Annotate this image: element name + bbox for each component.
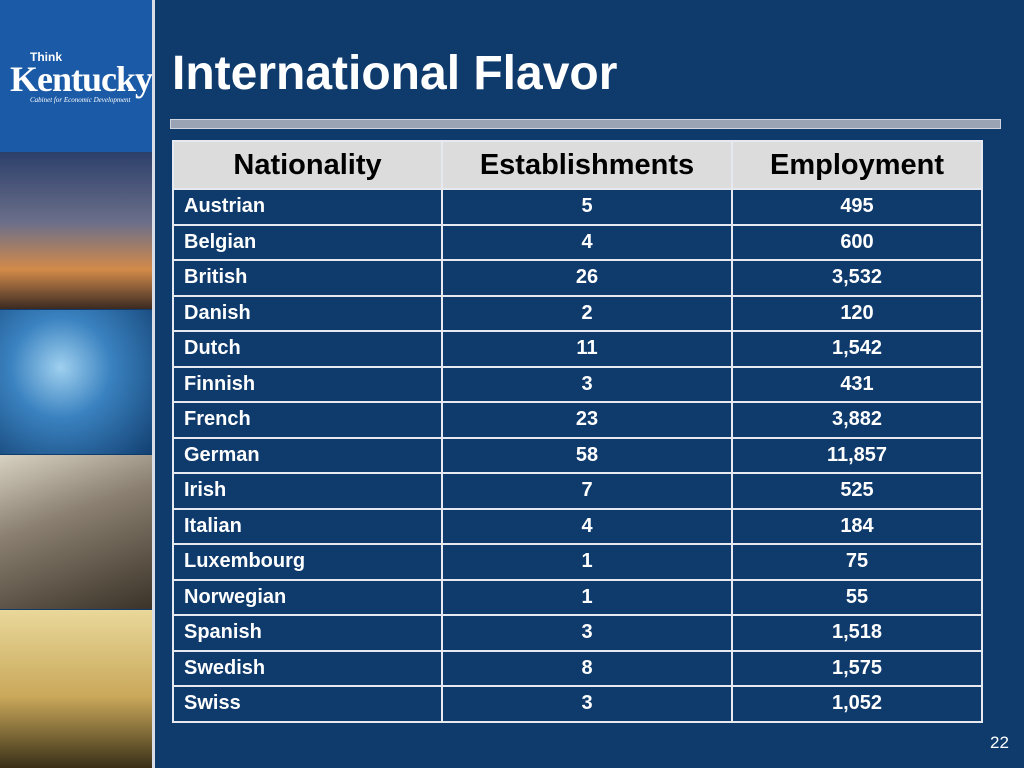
table-cell: 23: [441, 401, 733, 439]
divider: [152, 0, 155, 768]
table-cell: Danish: [172, 294, 443, 332]
table-row: Belgian 4 600: [172, 223, 983, 261]
table-cell: 11: [441, 330, 733, 368]
header-cell: Employment: [731, 140, 983, 190]
table-cell: 184: [731, 507, 983, 545]
header-cell: Establishments: [441, 140, 733, 190]
table-row: German 58 11,857: [172, 436, 983, 474]
data-table: Nationality Establishments Employment Aust…: [172, 140, 983, 723]
table-row: French 23 3,882: [172, 401, 983, 439]
table-cell: 3: [441, 365, 733, 403]
table-cell: 495: [731, 188, 983, 226]
table-cell: 3,532: [731, 259, 983, 297]
table-cell: 26: [441, 259, 733, 297]
photo-miner: [0, 455, 152, 609]
table-cell: 58: [441, 436, 733, 474]
table-cell: 1,052: [731, 685, 983, 723]
table-row: Spanish 3 1,518: [172, 614, 983, 652]
table-cell: 3: [441, 614, 733, 652]
table-cell: Luxembourg: [172, 543, 443, 581]
table-cell: 1: [441, 578, 733, 616]
table-row: Swiss 3 1,052: [172, 685, 983, 723]
table-cell: Austrian: [172, 188, 443, 226]
table-row: Swedish 8 1,575: [172, 649, 983, 687]
table-cell: 75: [731, 543, 983, 581]
photo-horse: [0, 610, 152, 768]
table-cell: 7: [441, 472, 733, 510]
page-number: 22: [990, 733, 1009, 752]
table-cell: 1: [441, 543, 733, 581]
table-cell: 120: [731, 294, 983, 332]
table-cell: Swiss: [172, 685, 443, 723]
header-cell: Nationality: [172, 140, 443, 190]
table-cell: 600: [731, 223, 983, 261]
table-cell: 55: [731, 578, 983, 616]
table-cell: 3,882: [731, 401, 983, 439]
logo-tagline: Cabinet for Economic Development: [30, 96, 131, 104]
table-cell: Irish: [172, 472, 443, 510]
table-cell: Spanish: [172, 614, 443, 652]
table-row: Danish 2 120: [172, 294, 983, 332]
table-cell: 1,542: [731, 330, 983, 368]
table-cell: 525: [731, 472, 983, 510]
table-cell: 1,575: [731, 649, 983, 687]
table-cell: 1,518: [731, 614, 983, 652]
table-body: Austrian 5 495 Belgian 4 600 British 26 3,532 Dan…: [172, 188, 983, 723]
header-row: Nationality Establishments Employment: [172, 140, 983, 190]
table-row: Finnish 3 431: [172, 365, 983, 403]
table-row: Luxembourg 1 75: [172, 543, 983, 581]
table-row: Irish 7 525: [172, 472, 983, 510]
logo: Think Kentucky Cabinet for Economic Deve…: [0, 0, 153, 152]
table-cell: 3: [441, 685, 733, 723]
table-cell: 4: [441, 223, 733, 261]
table-cell: 2: [441, 294, 733, 332]
table-cell: Swedish: [172, 649, 443, 687]
table-cell: Belgian: [172, 223, 443, 261]
table-cell: British: [172, 259, 443, 297]
title-rule: [170, 119, 1001, 129]
table-cell: Italian: [172, 507, 443, 545]
table-cell: Finnish: [172, 365, 443, 403]
table-cell: 11,857: [731, 436, 983, 474]
table-cell: 4: [441, 507, 733, 545]
title: International Flavor: [172, 47, 618, 100]
table-row: Dutch 11 1,542: [172, 330, 983, 368]
photo-vials: [0, 310, 152, 454]
table-row: Austrian 5 495: [172, 188, 983, 226]
table-row: Italian 4 184: [172, 507, 983, 545]
logo-name: Kentucky: [10, 59, 153, 99]
table-row: Norwegian 1 55: [172, 578, 983, 616]
table-cell: French: [172, 401, 443, 439]
photo-plane: [0, 152, 152, 309]
table-cell: Dutch: [172, 330, 443, 368]
table-row: British 26 3,532: [172, 259, 983, 297]
table-cell: Norwegian: [172, 578, 443, 616]
logo-small: Think: [30, 50, 62, 64]
table-cell: German: [172, 436, 443, 474]
table-cell: 8: [441, 649, 733, 687]
table-cell: 5: [441, 188, 733, 226]
table-cell: 431: [731, 365, 983, 403]
